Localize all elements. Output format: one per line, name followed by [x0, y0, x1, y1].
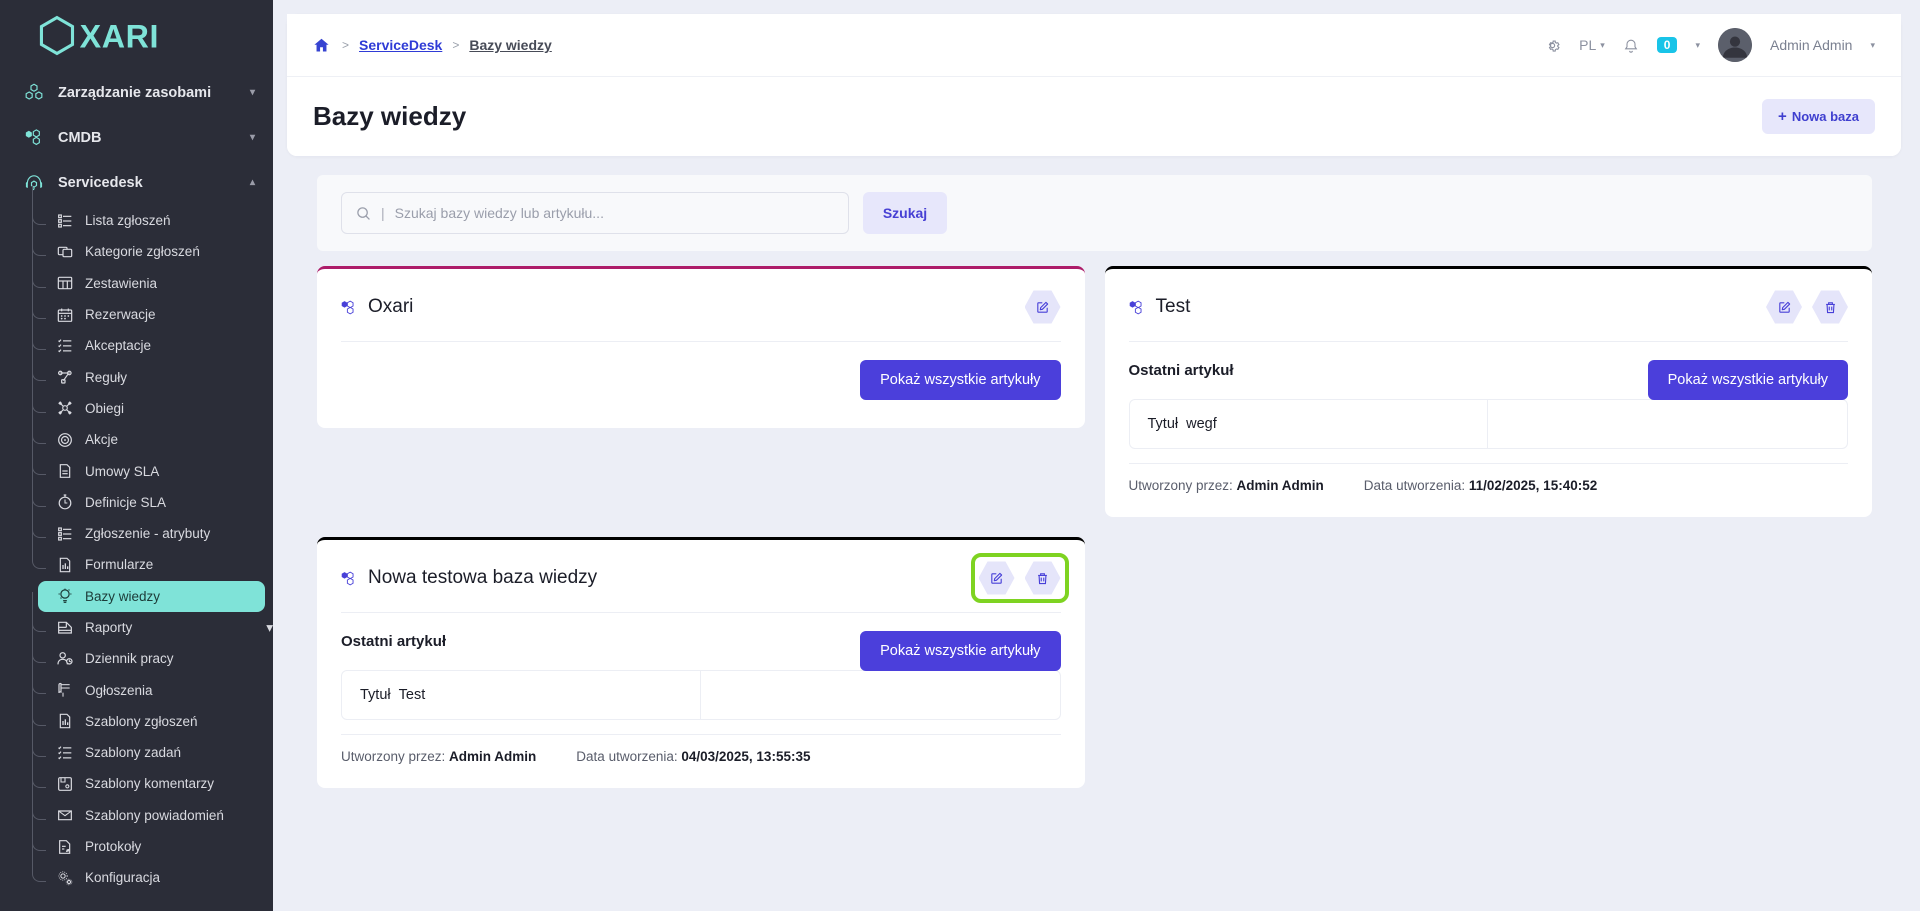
svg-text:XARI: XARI: [79, 18, 158, 54]
